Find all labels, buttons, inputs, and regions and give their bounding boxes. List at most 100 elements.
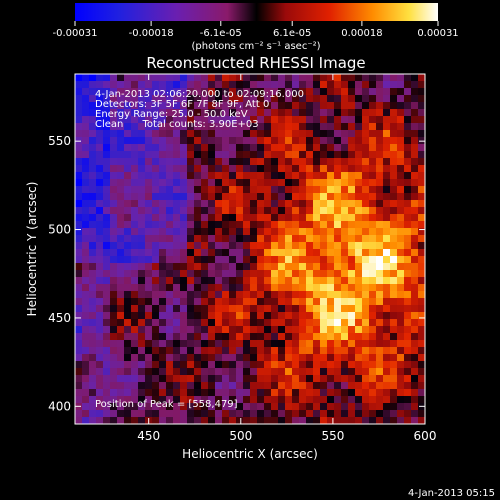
heatmap-cell xyxy=(250,130,258,138)
heatmap-cell xyxy=(404,158,412,166)
heatmap-cell xyxy=(257,319,265,327)
heatmap-cell xyxy=(138,179,146,187)
heatmap-cell xyxy=(82,382,90,390)
heatmap-cell xyxy=(229,151,237,159)
heatmap-cell xyxy=(208,130,216,138)
heatmap-cell xyxy=(292,235,300,243)
heatmap-cell xyxy=(117,249,125,257)
heatmap-cell xyxy=(117,410,125,418)
heatmap-cell xyxy=(180,305,188,313)
heatmap-cell xyxy=(299,193,307,201)
heatmap-cell xyxy=(264,88,272,96)
heatmap-cell xyxy=(306,319,314,327)
heatmap-cell xyxy=(320,186,328,194)
heatmap-cell xyxy=(362,305,370,313)
heatmap-cell xyxy=(404,354,412,362)
heatmap-cell xyxy=(285,102,293,110)
heatmap-cell xyxy=(152,354,160,362)
heatmap-cell xyxy=(306,214,314,222)
heatmap-cell xyxy=(334,137,342,145)
heatmap-cell xyxy=(243,165,251,173)
heatmap-cell xyxy=(306,123,314,131)
heatmap-cell xyxy=(390,137,398,145)
heatmap-cell xyxy=(383,102,391,110)
heatmap-cell xyxy=(313,88,321,96)
heatmap-cell xyxy=(390,130,398,138)
heatmap-cell xyxy=(229,109,237,117)
heatmap-cell xyxy=(236,130,244,138)
heatmap-cell xyxy=(397,144,405,152)
heatmap-cell xyxy=(369,242,377,250)
heatmap-cell xyxy=(222,361,230,369)
heatmap-cell xyxy=(264,361,272,369)
heatmap-cell xyxy=(327,214,335,222)
heatmap-cell xyxy=(271,200,279,208)
heatmap-cell xyxy=(327,417,335,424)
heatmap-cell xyxy=(327,81,335,89)
heatmap-cell xyxy=(271,186,279,194)
heatmap-cell xyxy=(110,249,118,257)
heatmap-cell xyxy=(103,403,111,411)
heatmap-cell xyxy=(362,291,370,299)
heatmap-cell xyxy=(334,214,342,222)
heatmap-cell xyxy=(194,389,202,397)
heatmap-cell xyxy=(187,116,195,124)
heatmap-cell xyxy=(208,102,216,110)
heatmap-cell xyxy=(131,235,139,243)
heatmap-cell xyxy=(313,410,321,418)
heatmap-cell xyxy=(173,221,181,229)
heatmap-cell xyxy=(355,319,363,327)
heatmap-cell xyxy=(82,172,90,180)
heatmap-cell xyxy=(96,396,104,404)
heatmap-cell xyxy=(257,326,265,334)
heatmap-cell xyxy=(194,368,202,376)
x-tick-label: 550 xyxy=(321,429,344,443)
heatmap-cell xyxy=(208,221,216,229)
heatmap-cell xyxy=(320,144,328,152)
heatmap-cell xyxy=(320,137,328,145)
heatmap-cell xyxy=(124,249,132,257)
heatmap-cell xyxy=(131,130,139,138)
heatmap-cell xyxy=(82,347,90,355)
heatmap-cell xyxy=(180,312,188,320)
heatmap-cell xyxy=(404,417,412,424)
heatmap-cell xyxy=(271,102,279,110)
heatmap-cell xyxy=(404,284,412,292)
heatmap-cell xyxy=(348,403,356,411)
heatmap-cell xyxy=(264,305,272,313)
heatmap-cell xyxy=(397,368,405,376)
heatmap-cell xyxy=(152,74,160,82)
heatmap-cell xyxy=(390,200,398,208)
heatmap-cell xyxy=(327,347,335,355)
heatmap-cell xyxy=(117,333,125,341)
heatmap-cell xyxy=(187,158,195,166)
heatmap-cell xyxy=(390,116,398,124)
heatmap-cell xyxy=(89,74,97,82)
heatmap-cell xyxy=(166,88,174,96)
heatmap-cell xyxy=(355,221,363,229)
heatmap-cell xyxy=(215,165,223,173)
heatmap-cell xyxy=(82,354,90,362)
heatmap-cell xyxy=(404,242,412,250)
heatmap-cell xyxy=(411,81,419,89)
heatmap-cell xyxy=(334,158,342,166)
heatmap-cell xyxy=(201,361,209,369)
heatmap-cell xyxy=(173,249,181,257)
heatmap-cell xyxy=(418,256,425,264)
heatmap-cell xyxy=(299,116,307,124)
heatmap-cell xyxy=(138,312,146,320)
heatmap-cell xyxy=(362,354,370,362)
heatmap-cell xyxy=(159,417,167,424)
heatmap-cell xyxy=(222,116,230,124)
heatmap-cell xyxy=(278,417,286,424)
heatmap-cell xyxy=(187,319,195,327)
heatmap-cell xyxy=(201,410,209,418)
heatmap-cell xyxy=(327,207,335,215)
heatmap-cell xyxy=(117,74,125,82)
heatmap-cell xyxy=(327,186,335,194)
heatmap-cell xyxy=(250,270,258,278)
heatmap-cell xyxy=(187,291,195,299)
heatmap-cell xyxy=(75,354,83,362)
heatmap-cell xyxy=(383,207,391,215)
heatmap-cell xyxy=(348,144,356,152)
